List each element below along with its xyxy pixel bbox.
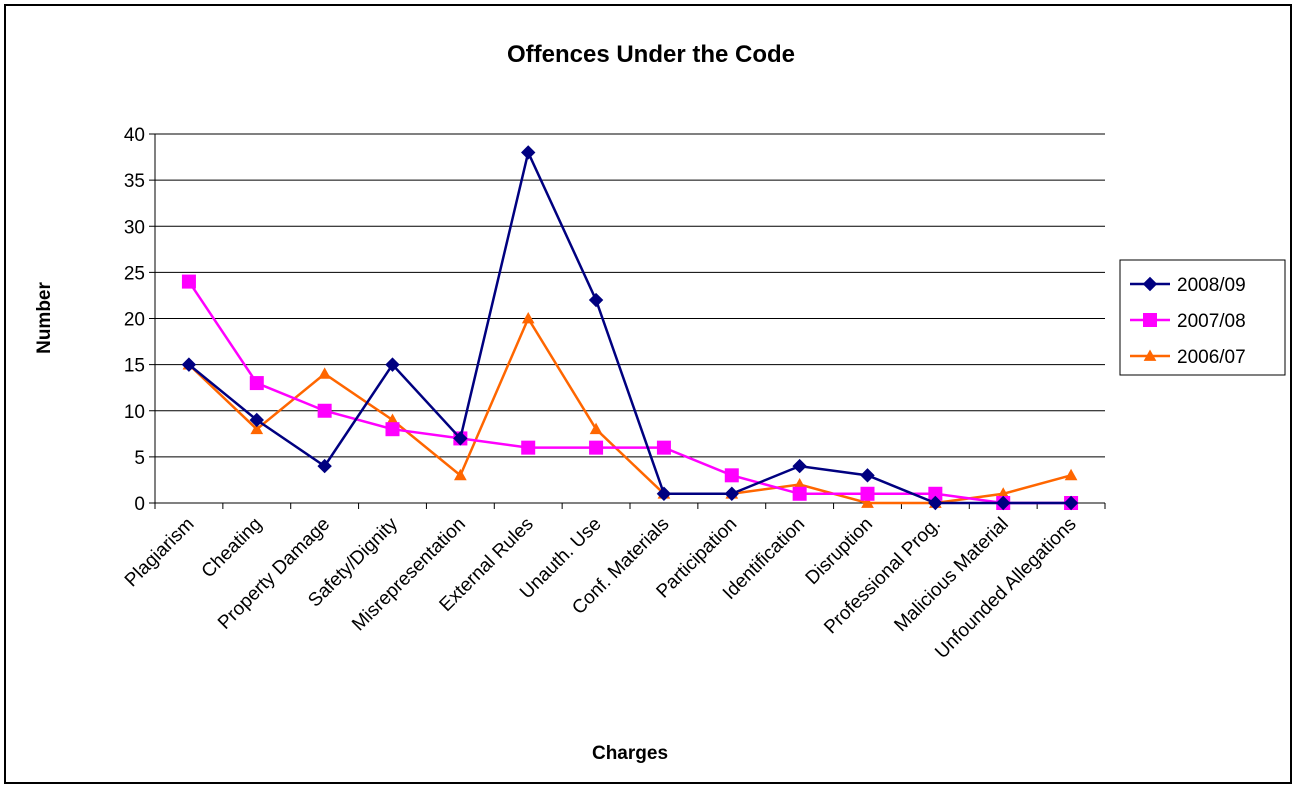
data-point [317, 458, 332, 474]
y-tick-label: 35 [124, 171, 145, 192]
grid-lines [155, 133, 1105, 458]
data-point [656, 486, 672, 501]
data-point [250, 422, 264, 435]
data-point [861, 496, 874, 508]
data-point [1064, 468, 1078, 481]
y-tick-label: 5 [134, 448, 145, 469]
data-point [181, 274, 196, 289]
data-point [454, 468, 467, 481]
data-point [792, 458, 807, 474]
plot-area: 0 5 10 15 20 25 30 35 40 Plagiarism CheatingPrope… [121, 125, 1106, 663]
data-point [318, 367, 331, 379]
legend-marker [1143, 313, 1157, 327]
series-2008-09 [181, 145, 1079, 511]
x-tick-label: Unfounded Allegations [931, 514, 1080, 663]
axes [149, 133, 1106, 509]
series-line [188, 315, 1072, 505]
y-tick-labels: 0 5 10 15 20 25 30 35 40 [124, 125, 145, 515]
y-tick-label: 10 [124, 402, 145, 423]
data-point [860, 468, 875, 483]
series-2007-08 [181, 274, 1079, 510]
x-tick-label: Malicious Material [890, 514, 1012, 636]
series-2006-07 [182, 311, 1078, 508]
legend: 2008/09 2007/08 2006/07 [1119, 259, 1286, 376]
data-point [317, 403, 332, 418]
x-tick-label: Plagiarism [121, 514, 199, 592]
data-point [385, 357, 400, 372]
legend-marker [1143, 349, 1157, 361]
legend-label: 2007/08 [1177, 311, 1246, 332]
y-axis-title: Number [34, 282, 55, 354]
series-layer [181, 145, 1079, 511]
data-point [656, 440, 671, 455]
legend-label: 2008/09 [1177, 275, 1246, 296]
legend-marker [1142, 276, 1158, 292]
data-point [521, 145, 536, 160]
x-tick-label: Cheating [198, 514, 267, 583]
y-tick-label: 0 [134, 494, 145, 515]
x-tick-label: Misrepresentation [348, 514, 470, 636]
data-point [521, 311, 535, 324]
data-point [588, 292, 604, 308]
series-line [188, 148, 1072, 505]
legend-label: 2006/07 [1177, 347, 1246, 368]
data-point [589, 422, 603, 435]
x-axis-title: Charges [592, 743, 668, 764]
y-tick-label: 25 [124, 263, 145, 284]
data-point [249, 376, 264, 391]
data-point [724, 486, 739, 501]
data-point [1063, 495, 1079, 511]
y-tick-label: 20 [124, 310, 145, 331]
data-point [521, 440, 536, 455]
data-point [928, 495, 943, 511]
data-point [249, 412, 264, 428]
y-tick-label: 15 [124, 356, 145, 377]
data-point [996, 495, 1011, 511]
legend-items: 2008/09 2007/08 2006/07 [1130, 275, 1246, 368]
x-tick-label: Professional Prog. [820, 514, 945, 639]
y-tick-label: 40 [124, 125, 145, 146]
x-tick-label: Property Damage [214, 514, 334, 634]
data-point [724, 468, 739, 483]
data-point [792, 486, 807, 501]
series-line [187, 280, 1072, 505]
y-tick-label: 30 [124, 217, 145, 238]
data-point [453, 431, 468, 446]
chart-title: Offences Under the Code [507, 41, 795, 68]
data-point [860, 486, 875, 501]
data-point [385, 422, 400, 437]
data-point [589, 440, 604, 455]
data-point [181, 357, 197, 372]
